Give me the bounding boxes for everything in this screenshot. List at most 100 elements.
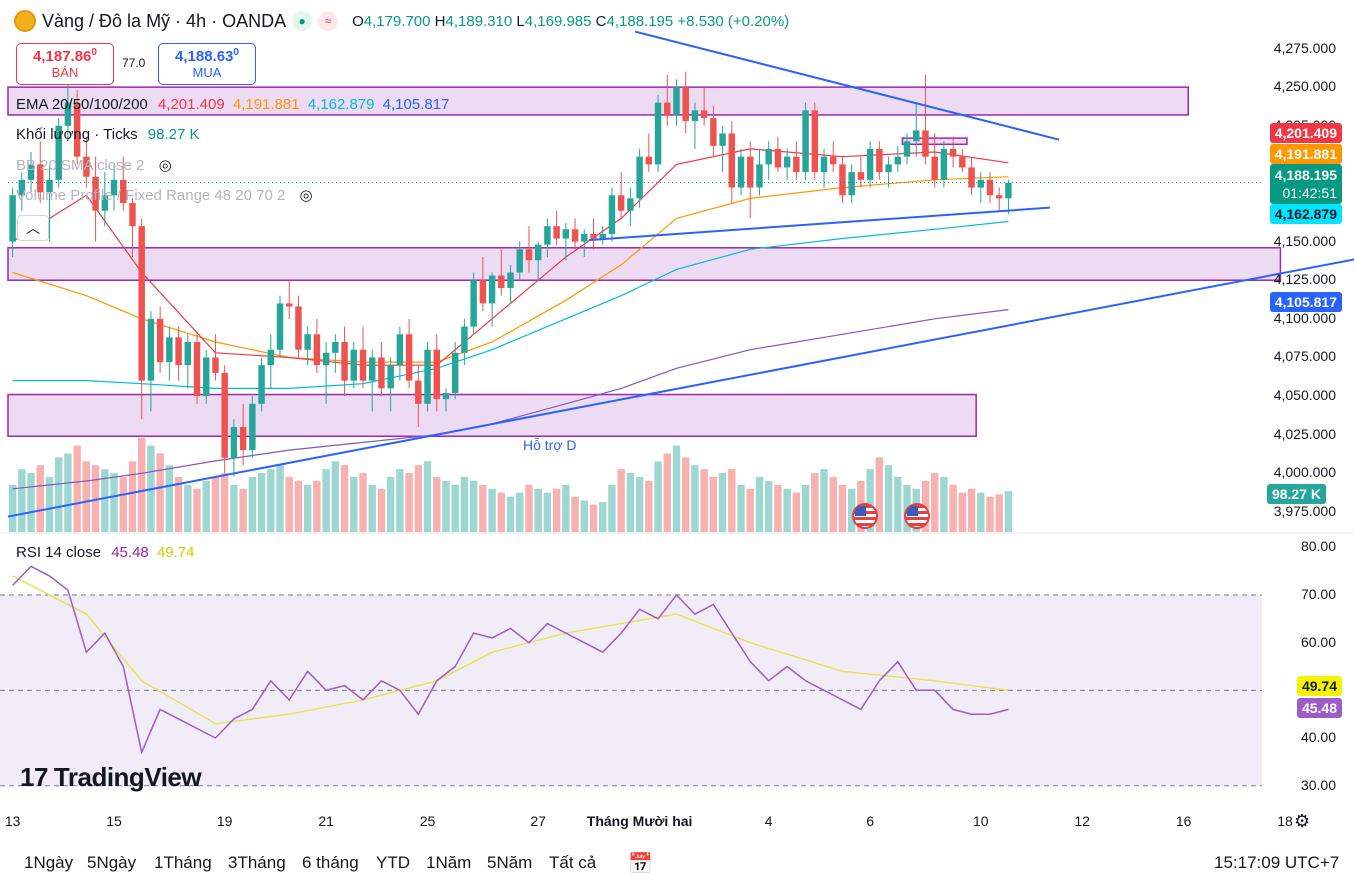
range-1d[interactable]: 1Ngày	[24, 853, 74, 872]
volume-bar	[894, 477, 902, 532]
range-6m[interactable]: 6 tháng	[302, 853, 359, 872]
volume-bar	[267, 469, 275, 532]
volume-bar	[709, 477, 718, 532]
volume-bar	[322, 469, 330, 532]
volume-bar	[433, 477, 441, 532]
volume-bar	[875, 457, 884, 532]
rsi-ma-label: 49.74	[1296, 676, 1342, 696]
volume-bar	[940, 477, 948, 532]
vp-legend[interactable]: Volume Profile / Fixed Range 48 20 70 2 …	[16, 187, 313, 204]
range-5y[interactable]: 5Năm	[487, 853, 533, 872]
time-axis-tick: 13	[4, 813, 21, 829]
go-to-date-icon[interactable]: 📅	[628, 853, 653, 875]
candle-body	[138, 226, 145, 381]
volume-bar	[829, 477, 837, 532]
hidden-eye-icon[interactable]: ◎	[299, 187, 313, 204]
volume-bar	[174, 477, 183, 532]
volume-bar	[967, 488, 976, 532]
ema200-price-label: 4,105.817	[1269, 292, 1342, 312]
clock-timezone[interactable]: 15:17:09 UTC+7	[1214, 853, 1340, 872]
volume-bar	[755, 477, 764, 532]
time-axis-tick: 27	[530, 813, 546, 829]
rsi-axis-tick: 70.00	[1300, 585, 1336, 602]
candle-body	[1005, 182, 1012, 199]
volume-bar	[91, 465, 100, 532]
us-flag-event-icon[interactable]	[852, 503, 878, 529]
candle-body	[488, 275, 496, 304]
candle-body	[304, 334, 311, 350]
volume-legend[interactable]: Khối lượng · Ticks 98.27 K	[16, 126, 200, 143]
candle-body	[461, 326, 468, 353]
support-annotation[interactable]: Hỗ trợ D	[523, 437, 577, 453]
collapse-legend-button[interactable]: ︿	[17, 215, 49, 241]
range-3m[interactable]: 3Tháng	[228, 853, 286, 872]
candle-body	[64, 102, 72, 126]
candle-body	[184, 342, 192, 366]
price-axis-tick: 4,150.000	[1273, 232, 1336, 249]
candle-body	[747, 156, 754, 188]
volume-bar	[774, 484, 782, 532]
settings-gear-icon[interactable]: ⚙	[1294, 811, 1311, 831]
volume-bar	[119, 477, 127, 532]
time-axis-tick: 25	[419, 813, 436, 829]
ema-legend[interactable]: EMA 20/50/100/200 4,201.409 4,191.881 4,…	[16, 96, 450, 113]
data-feed-icon[interactable]: ≈	[318, 11, 339, 31]
candle-body	[857, 172, 865, 180]
market-open-icon[interactable]: ●	[292, 11, 313, 31]
volume-bar	[294, 480, 303, 532]
candle-body	[73, 102, 81, 157]
candle-body	[544, 226, 551, 245]
chart-header: Vàng / Đô la Mỹ · 4h · OANDA ● ≈ O4,179.…	[14, 10, 789, 32]
candle-body	[608, 195, 616, 234]
bb-legend[interactable]: BB 20 SMA close 2 ◎	[16, 157, 172, 174]
candle-body	[129, 202, 136, 227]
price-axis-tick: 4,250.000	[1273, 78, 1336, 95]
volume-bar	[101, 469, 109, 532]
range-1m[interactable]: 1Tháng	[154, 853, 212, 872]
range-ytd[interactable]: YTD	[376, 853, 410, 872]
range-1y[interactable]: 1Năm	[426, 853, 472, 872]
rsi-legend[interactable]: RSI 14 close 45.48 49.74	[16, 544, 195, 561]
symbol-title[interactable]: Vàng / Đô la Mỹ · 4h · OANDA	[42, 10, 287, 31]
price-axis-tick: 4,025.000	[1273, 425, 1336, 442]
volume-bar	[220, 473, 229, 532]
tradingview-logo[interactable]: 17 TradingView	[20, 762, 202, 792]
candle-body	[332, 342, 339, 353]
buy-button[interactable]: 4,188.630 MUA	[158, 43, 256, 85]
candle-body	[894, 156, 902, 165]
volume-price-label: 98.27 K	[1266, 484, 1326, 504]
candle-body	[931, 156, 938, 180]
range-5d[interactable]: 5Ngày	[87, 853, 137, 872]
candle-body	[120, 179, 127, 203]
candle-body	[682, 87, 689, 122]
hidden-eye-icon[interactable]: ◎	[158, 157, 172, 174]
volume-bar	[599, 502, 607, 532]
candle-body	[553, 226, 560, 239]
candle-body	[783, 156, 791, 168]
volume-bar	[257, 473, 266, 532]
candle-body	[756, 164, 763, 188]
candle-body	[940, 148, 948, 180]
time-axis-tick: 12	[1074, 813, 1090, 829]
volume-bar	[359, 473, 367, 532]
volume-bar	[543, 492, 552, 532]
volume-bar	[949, 484, 957, 532]
us-flag-event-icon[interactable]	[904, 503, 930, 529]
candle-body	[175, 337, 182, 366]
volume-bar	[423, 461, 432, 532]
volume-bar	[368, 484, 376, 532]
candle-body	[451, 352, 459, 393]
rsi-axis-tick: 40.00	[1300, 729, 1336, 746]
candle-body	[700, 110, 708, 119]
volume-bar	[700, 469, 708, 532]
candle-body	[507, 272, 514, 288]
volume-bar	[728, 469, 736, 532]
candle-body	[18, 179, 26, 196]
ema50-line	[12, 176, 1009, 363]
range-all[interactable]: Tất cả	[549, 853, 597, 872]
volume-bar	[497, 492, 505, 532]
candle-body	[737, 156, 745, 188]
zone-rect	[7, 86, 1189, 116]
sell-button[interactable]: 4,187.860 BÁN	[16, 43, 114, 85]
